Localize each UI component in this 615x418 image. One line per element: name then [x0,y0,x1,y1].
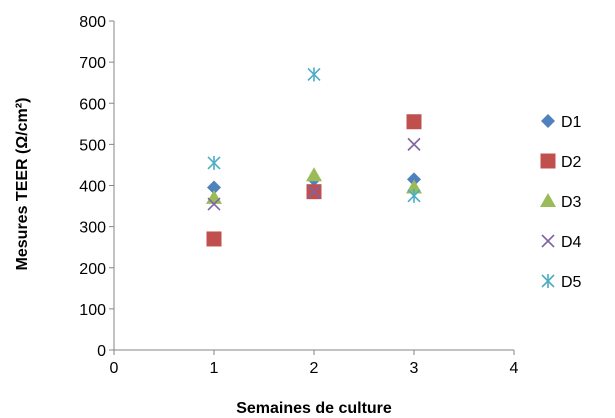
tick-labels: 0 100 200 300 400 500 600 700 800 0 1 2 3 4 [79,14,518,377]
y-tick-label: 400 [79,179,106,196]
y-tick-label: 500 [79,137,106,154]
y-tick-label: 100 [79,302,106,319]
data-point-d5 [307,67,321,82]
legend: D1 D2 D3 D4 D5 [540,114,582,291]
data-point-d3 [306,167,322,182]
legend-marker-d1 [541,114,555,128]
data-point-d2 [206,231,222,247]
x-tick-label: 1 [210,360,219,377]
data-point-d5 [407,188,421,203]
x-tick-label: 2 [310,360,319,377]
legend-marker-d5 [541,274,555,288]
data-points [206,67,422,247]
data-point-d1 [407,172,421,187]
x-axis-title: Semaines de culture [236,400,392,417]
y-tick-label: 700 [79,55,106,72]
legend-label-d5: D5 [561,274,582,291]
y-tick-label: 200 [79,261,106,278]
data-point-d4 [407,137,421,151]
legend-label-d2: D2 [561,154,582,171]
data-point-d2 [406,114,422,130]
x-tick-label: 3 [410,360,419,377]
y-tick-label: 800 [79,14,106,31]
legend-label-d4: D4 [561,234,582,251]
legend-label-d1: D1 [561,114,582,131]
x-tick-label: 0 [110,360,119,377]
data-point-d3 [406,179,422,194]
data-point-d4 [207,197,221,211]
axes [109,20,515,355]
legend-marker-d2 [540,153,556,169]
y-tick-label: 0 [97,343,106,360]
legend-label-d3: D3 [561,194,582,211]
y-tick-label: 300 [79,220,106,237]
legend-marker-d3 [540,193,556,207]
legend-marker-d4 [541,234,555,248]
data-point-d4 [307,185,321,199]
data-point-d3 [206,189,222,204]
y-tick-label: 600 [79,96,106,113]
y-axis-title: Mesures TEER (Ω/cm²) [14,98,31,271]
data-point-d5 [207,155,221,170]
x-tick-label: 4 [510,360,519,377]
data-point-d1 [207,180,221,195]
